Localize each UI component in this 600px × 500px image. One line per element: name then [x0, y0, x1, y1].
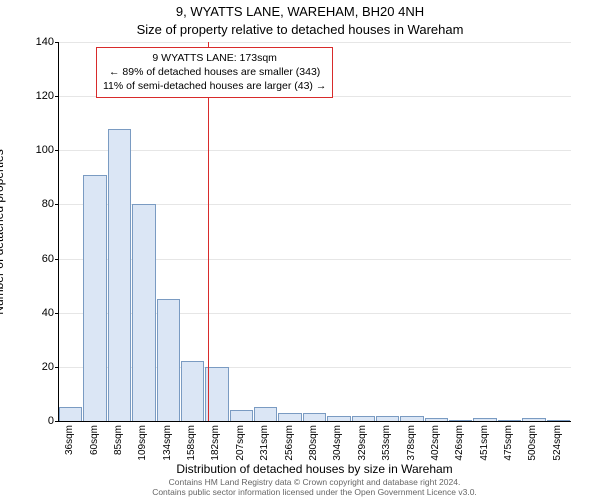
annotation-box: 9 WYATTS LANE: 173sqm← 89% of detached h…: [96, 47, 333, 98]
ytick-label: 80: [24, 198, 54, 210]
xtick-label: 256sqm: [284, 425, 295, 475]
histogram-bar: [425, 418, 448, 421]
histogram-bar: [181, 361, 204, 421]
ytick-label: 40: [24, 307, 54, 319]
xtick-label: 134sqm: [162, 425, 173, 475]
ytick-label: 120: [24, 90, 54, 102]
xtick-label: 353sqm: [381, 425, 392, 475]
ytick-mark: [55, 204, 59, 205]
ytick-label: 0: [24, 415, 54, 427]
histogram-bar: [59, 407, 82, 421]
histogram-bar: [498, 420, 521, 421]
y-axis-label: Number of detached properties: [0, 42, 8, 422]
xtick-label: 36sqm: [64, 425, 75, 475]
ytick-label: 60: [24, 253, 54, 265]
histogram-bar: [352, 416, 375, 421]
footer-attribution: Contains HM Land Registry data © Crown c…: [58, 477, 571, 497]
annotation-line: 9 WYATTS LANE: 173sqm: [103, 51, 326, 65]
ytick-mark: [55, 96, 59, 97]
ytick-mark: [55, 259, 59, 260]
xtick-label: 60sqm: [89, 425, 100, 475]
ytick-mark: [55, 421, 59, 422]
annotation-line: 11% of semi-detached houses are larger (…: [103, 79, 326, 93]
xtick-label: 85sqm: [113, 425, 124, 475]
xtick-label: 329sqm: [357, 425, 368, 475]
histogram-bar: [473, 418, 496, 421]
histogram-bar: [547, 420, 570, 421]
xtick-label: 109sqm: [137, 425, 148, 475]
histogram-bar: [303, 413, 326, 421]
xtick-label: 524sqm: [552, 425, 563, 475]
chart-container: 9, WYATTS LANE, WAREHAM, BH20 4NH Size o…: [0, 0, 600, 500]
xtick-label: 280sqm: [308, 425, 319, 475]
plot-area: 9 WYATTS LANE: 173sqm← 89% of detached h…: [58, 42, 571, 422]
reference-line: [208, 42, 209, 421]
ytick-label: 20: [24, 361, 54, 373]
chart-title: 9, WYATTS LANE, WAREHAM, BH20 4NH: [0, 4, 600, 19]
xtick-label: 475sqm: [503, 425, 514, 475]
xtick-label: 378sqm: [406, 425, 417, 475]
ytick-mark: [55, 367, 59, 368]
histogram-bar: [449, 420, 472, 421]
xtick-label: 207sqm: [235, 425, 246, 475]
xtick-label: 500sqm: [527, 425, 538, 475]
histogram-bar: [327, 416, 350, 421]
histogram-bar: [230, 410, 253, 421]
gridline: [59, 150, 571, 151]
chart-subtitle: Size of property relative to detached ho…: [0, 22, 600, 37]
annotation-line: ← 89% of detached houses are smaller (34…: [103, 65, 326, 79]
histogram-bar: [108, 129, 131, 421]
ytick-mark: [55, 42, 59, 43]
xtick-label: 426sqm: [454, 425, 465, 475]
xtick-label: 304sqm: [332, 425, 343, 475]
xtick-label: 402sqm: [430, 425, 441, 475]
footer-line-2: Contains public sector information licen…: [58, 487, 571, 497]
histogram-bar: [376, 416, 399, 421]
xtick-label: 158sqm: [186, 425, 197, 475]
histogram-bar: [522, 418, 545, 421]
histogram-bar: [254, 407, 277, 421]
ytick-mark: [55, 313, 59, 314]
histogram-bar: [132, 204, 155, 421]
gridline: [59, 42, 571, 43]
histogram-bar: [400, 416, 423, 421]
ytick-label: 100: [24, 144, 54, 156]
xtick-label: 231sqm: [259, 425, 270, 475]
histogram-bar: [157, 299, 180, 421]
footer-line-1: Contains HM Land Registry data © Crown c…: [58, 477, 571, 487]
ytick-mark: [55, 150, 59, 151]
histogram-bar: [278, 413, 301, 421]
ytick-label: 140: [24, 36, 54, 48]
xtick-label: 182sqm: [210, 425, 221, 475]
histogram-bar: [83, 175, 106, 421]
xtick-label: 451sqm: [479, 425, 490, 475]
